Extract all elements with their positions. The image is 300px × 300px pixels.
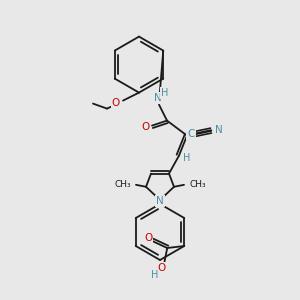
Text: H: H [183, 153, 191, 163]
Text: O: O [112, 98, 120, 108]
Text: O: O [141, 122, 149, 132]
Text: O: O [144, 233, 152, 243]
Text: N: N [154, 93, 162, 103]
Text: N: N [215, 124, 223, 135]
Text: CH₃: CH₃ [114, 180, 131, 189]
Text: N: N [156, 196, 164, 206]
Text: H: H [161, 88, 169, 98]
Text: O: O [157, 263, 165, 273]
Text: C: C [187, 129, 195, 139]
Text: CH₃: CH₃ [189, 180, 206, 189]
Text: H: H [151, 270, 158, 280]
